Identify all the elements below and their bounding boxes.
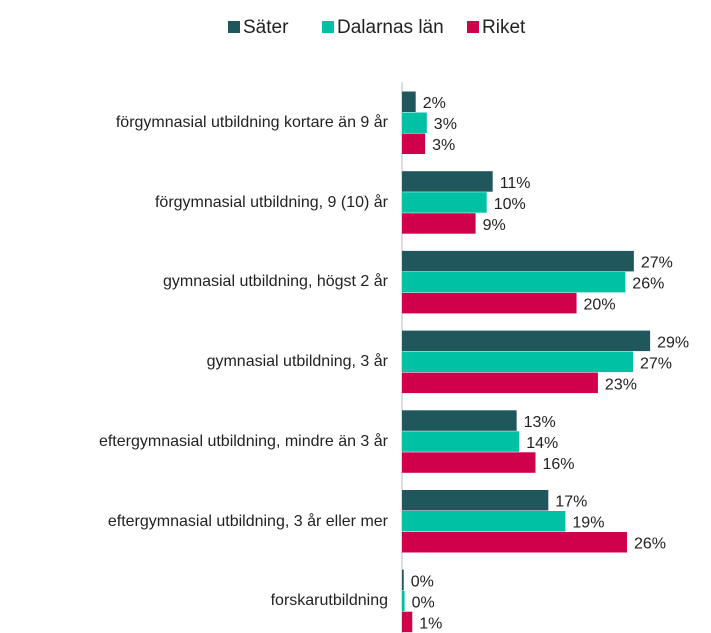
data-label: 2% <box>423 95 446 112</box>
legend-label: Säter <box>243 17 289 38</box>
bar <box>402 351 633 373</box>
bar <box>402 292 577 314</box>
category-label: förgymnasial utbildning kortare än 9 år <box>8 113 388 133</box>
category-label: eftergymnasial utbildning, 3 år eller me… <box>8 512 388 532</box>
data-label: 11% <box>500 175 531 192</box>
data-label: 26% <box>634 536 666 553</box>
category-label: eftergymnasial utbildning, mindre än 3 å… <box>8 432 388 452</box>
category-label: forskarutbildning <box>8 591 388 611</box>
bar <box>402 490 549 511</box>
category-label: gymnasial utbildning, 3 år <box>8 352 388 372</box>
category-text: gymnasial utbildning, 3 år <box>206 353 388 371</box>
category-label: gymnasial utbildning, högst 2 år <box>8 272 388 292</box>
bar <box>402 213 476 234</box>
data-label: 3% <box>434 116 457 133</box>
bar <box>402 330 651 352</box>
bar <box>402 112 427 133</box>
data-label: 19% <box>572 515 604 532</box>
data-label: 16% <box>542 456 574 473</box>
data-label: 3% <box>432 137 455 154</box>
category-label: förgymnasial utbildning, 9 (10) år <box>8 193 388 213</box>
bar <box>402 569 404 591</box>
bar <box>402 410 517 431</box>
data-label: 23% <box>605 376 637 393</box>
bar <box>402 271 626 293</box>
bar <box>402 611 413 633</box>
bar <box>402 532 628 553</box>
bar <box>402 431 520 452</box>
category-text: eftergymnasial utbildning, mindre än 3 å… <box>98 432 388 450</box>
data-label: 9% <box>483 217 506 234</box>
bar <box>402 590 405 612</box>
bar <box>402 91 416 112</box>
category-text: forskarutbildning <box>270 592 388 610</box>
bar <box>402 171 493 192</box>
legend-swatch <box>228 21 240 33</box>
data-label: 0% <box>412 594 435 611</box>
data-label: 27% <box>640 355 672 372</box>
data-label: 17% <box>555 494 587 511</box>
legend-swatch <box>322 21 334 33</box>
data-label: 10% <box>494 196 526 213</box>
bar <box>402 452 536 473</box>
legend-swatch <box>467 21 479 33</box>
data-label: 29% <box>657 334 689 351</box>
legend-label: Dalarnas län <box>337 17 444 38</box>
legend-label: Riket <box>482 17 526 38</box>
data-label: 27% <box>641 255 673 272</box>
data-label: 20% <box>584 297 616 314</box>
bar <box>402 250 634 272</box>
data-label: 26% <box>632 276 664 293</box>
data-label: 13% <box>524 414 556 431</box>
category-text: eftergymnasial utbildning, 3 år eller me… <box>107 512 388 530</box>
category-text: gymnasial utbildning, högst 2 år <box>162 273 388 291</box>
bar <box>402 511 566 532</box>
data-label: 1% <box>419 615 442 632</box>
bar <box>402 372 598 394</box>
bar <box>402 133 426 154</box>
data-label: 0% <box>411 573 434 590</box>
data-label: 14% <box>526 435 558 452</box>
category-text: förgymnasial utbildning, 9 (10) år <box>154 193 388 211</box>
category-text: förgymnasial utbildning kortare än 9 år <box>115 114 388 131</box>
bar <box>402 192 487 213</box>
